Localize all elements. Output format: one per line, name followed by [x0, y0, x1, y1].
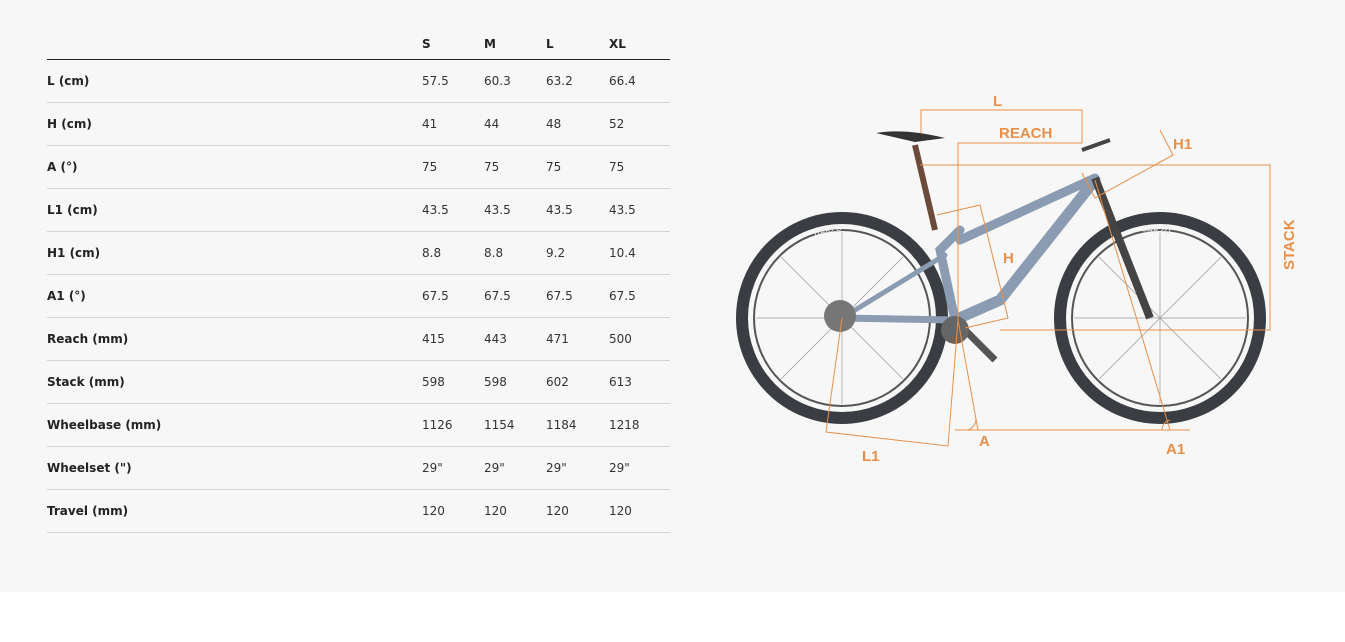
row-value-m: 120: [484, 504, 507, 518]
geometry-lines: [825, 109, 1271, 447]
row-value-xl: 52: [609, 117, 625, 131]
row-label: Wheelset ("): [47, 461, 132, 475]
row-value-xl: 10.4: [609, 246, 636, 260]
row-value-s: 415: [422, 332, 445, 346]
table-row: H1 (cm) 8.8 8.8 9.2 10.4: [47, 232, 670, 275]
label-stack: STACK: [1281, 219, 1298, 270]
col-header-l: L: [546, 37, 554, 51]
row-value-l: 43.5: [546, 203, 573, 217]
row-value-l: 67.5: [546, 289, 573, 303]
row-value-s: 75: [422, 160, 438, 174]
row-value-xl: 613: [609, 375, 632, 389]
row-label: Wheelbase (mm): [47, 418, 162, 432]
row-label: H (cm): [47, 117, 92, 131]
table-row: Stack (mm) 598 598 602 613: [47, 361, 670, 404]
table-row: Travel (mm) 120 120 120 120: [47, 490, 670, 533]
row-value-l: 471: [546, 332, 569, 346]
tire-brand-front: BARZO: [1142, 224, 1171, 237]
row-label: A (°): [47, 160, 78, 174]
row-value-s: 598: [422, 375, 445, 389]
row-value-l: 75: [546, 160, 562, 174]
row-value-l: 63.2: [546, 74, 573, 88]
row-value-s: 29": [422, 461, 443, 475]
row-value-s: 1126: [422, 418, 453, 432]
row-value-m: 60.3: [484, 74, 511, 88]
row-value-l: 120: [546, 504, 569, 518]
row-label: Reach (mm): [47, 332, 129, 346]
bike-illustration: BARZO BARZO: [736, 131, 1266, 424]
table-header: S M L XL: [47, 20, 670, 60]
row-value-xl: 67.5: [609, 289, 636, 303]
row-label: L (cm): [47, 74, 90, 88]
col-header-xl: XL: [609, 37, 626, 51]
row-value-l: 48: [546, 117, 562, 131]
row-value-xl: 500: [609, 332, 632, 346]
row-value-s: 8.8: [422, 246, 442, 260]
row-value-xl: 1218: [609, 418, 640, 432]
bike-geometry-diagram: BARZO BARZO: [736, 93, 1298, 465]
table-row: A (°) 75 75 75 75: [47, 146, 670, 189]
row-value-l: 9.2: [546, 246, 566, 260]
saddle: [876, 131, 945, 142]
row-value-m: 8.8: [484, 246, 504, 260]
row-value-m: 29": [484, 461, 505, 475]
row-value-m: 67.5: [484, 289, 511, 303]
row-label: Stack (mm): [47, 375, 125, 389]
label-h1: H1: [1173, 136, 1192, 153]
label-l: L: [993, 93, 1002, 110]
geometry-table: S M L XL L (cm) 57.5 60.3 63.2 66.4 H (cm) 41 4…: [47, 20, 670, 533]
row-label: A1 (°): [47, 289, 86, 303]
row-value-m: 598: [484, 375, 507, 389]
row-value-m: 43.5: [484, 203, 511, 217]
row-value-m: 443: [484, 332, 507, 346]
label-reach: REACH: [999, 125, 1052, 142]
row-value-xl: 120: [609, 504, 632, 518]
label-l1: L1: [862, 448, 880, 465]
row-value-xl: 29": [609, 461, 630, 475]
table-row: A1 (°) 67.5 67.5 67.5 67.5: [47, 275, 670, 318]
geometry-panel: S M L XL L (cm) 57.5 60.3 63.2 66.4 H (cm) 41 4…: [47, 20, 1298, 533]
front-wheel: [1054, 212, 1266, 424]
label-h: H: [1003, 250, 1014, 267]
row-value-l: 1184: [546, 418, 577, 432]
table-row: L1 (cm) 43.5 43.5 43.5 43.5: [47, 189, 670, 232]
table-row: L (cm) 57.5 60.3 63.2 66.4: [47, 60, 670, 103]
fork: [1091, 176, 1154, 320]
row-label: L1 (cm): [47, 203, 98, 217]
row-label: Travel (mm): [47, 504, 129, 518]
row-value-m: 44: [484, 117, 500, 131]
row-value-xl: 43.5: [609, 203, 636, 217]
table-row: H (cm) 41 44 48 52: [47, 103, 670, 146]
table-row: Reach (mm) 415 443 471 500: [47, 318, 670, 361]
row-value-m: 75: [484, 160, 500, 174]
row-label: H1 (cm): [47, 246, 101, 260]
row-value-s: 41: [422, 117, 438, 131]
label-a: A: [979, 433, 990, 450]
row-value-s: 43.5: [422, 203, 449, 217]
col-header-s: S: [422, 37, 431, 51]
row-value-s: 67.5: [422, 289, 449, 303]
row-value-l: 29": [546, 461, 567, 475]
row-value-xl: 75: [609, 160, 625, 174]
row-value-l: 602: [546, 375, 569, 389]
row-value-s: 57.5: [422, 74, 449, 88]
table-row: Wheelset (") 29" 29" 29" 29": [47, 447, 670, 490]
row-value-xl: 66.4: [609, 74, 636, 88]
table-row: Wheelbase (mm) 1126 1154 1184 1218: [47, 404, 670, 447]
row-value-m: 1154: [484, 418, 515, 432]
row-value-s: 120: [422, 504, 445, 518]
label-a1: A1: [1166, 441, 1185, 458]
col-header-m: M: [484, 37, 496, 51]
